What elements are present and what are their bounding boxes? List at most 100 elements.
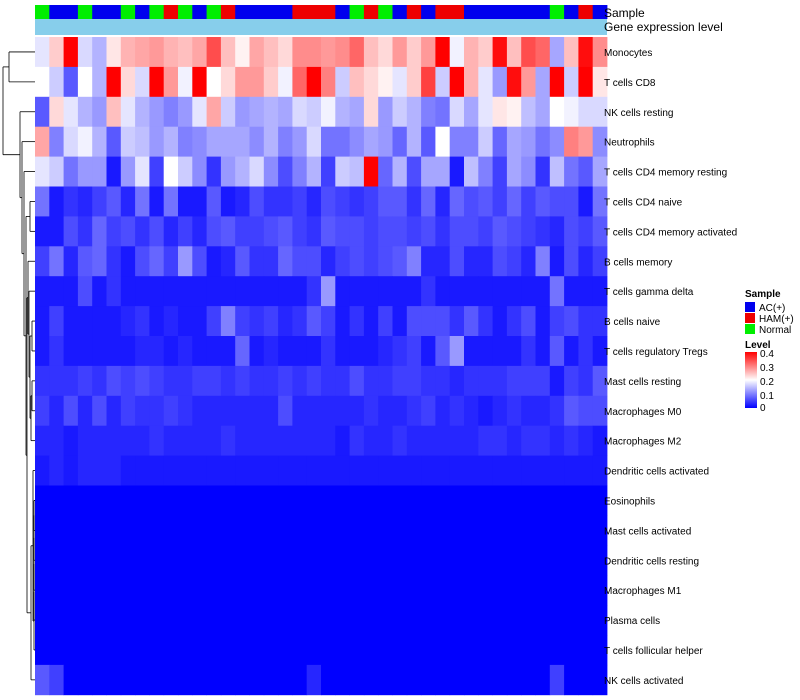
heatmap-cell (535, 37, 551, 68)
heatmap-cell (306, 545, 322, 576)
heatmap-cell (521, 664, 536, 696)
heatmap-cell (506, 425, 522, 456)
heatmap-cell (392, 485, 408, 516)
heatmap-cell (135, 216, 150, 247)
heatmap-cell (263, 635, 279, 666)
heatmap-cell (306, 455, 322, 486)
heatmap-cell (206, 455, 222, 486)
heatmap-cell (278, 455, 293, 486)
heatmap-cell (135, 276, 150, 307)
heatmap-cell (363, 395, 379, 427)
heatmap-cell (449, 455, 465, 486)
heatmap-cell (549, 485, 565, 516)
heatmap-cell (464, 545, 479, 576)
heatmap-cell (35, 485, 50, 516)
heatmap-cell (464, 216, 479, 247)
heatmap-cell (592, 156, 608, 187)
heatmap-cell (549, 306, 565, 337)
heatmap-cell (278, 365, 293, 397)
heatmap-cell (278, 156, 293, 187)
heatmap-cell (178, 425, 193, 456)
heatmap-cell (192, 425, 207, 456)
heatmap-cell (120, 156, 136, 187)
heatmap-cell (492, 515, 508, 546)
heatmap-cell (335, 66, 350, 98)
sample-cell (492, 5, 508, 19)
heatmap-cell (49, 664, 64, 696)
heatmap-cell (506, 515, 522, 546)
heatmap-cell (178, 485, 193, 516)
heatmap-cell (206, 635, 222, 666)
heatmap-cell (578, 635, 594, 666)
heatmap-cell (321, 425, 336, 456)
heatmap-cell (106, 37, 122, 68)
heatmap-cell (335, 485, 350, 516)
heatmap-cell (220, 664, 236, 696)
heatmap-cell (306, 216, 322, 247)
heatmap-cell (278, 635, 293, 666)
sample-cell (521, 5, 536, 19)
heatmap-cell (220, 126, 236, 157)
heatmap-cell (149, 186, 165, 217)
heatmap-cell (464, 186, 479, 217)
heatmap-cell (506, 575, 522, 606)
heatmap-cell (235, 575, 250, 606)
heatmap-cell (35, 635, 50, 666)
heatmap-cell (578, 485, 594, 516)
heatmap-cell (478, 37, 493, 68)
heatmap-cell (92, 635, 107, 666)
heatmap-cell (564, 605, 579, 636)
heatmap-cell (449, 186, 465, 217)
heatmap-cell (278, 246, 293, 277)
heatmap-cell (249, 126, 265, 157)
heatmap-cell (120, 336, 136, 367)
heatmap-cell (521, 635, 536, 666)
heatmap-cell (564, 66, 579, 98)
heatmap-cell (449, 37, 465, 68)
heatmap-cell (349, 156, 365, 187)
row-label: T cells CD4 memory activated (604, 227, 737, 238)
heatmap-cell (421, 515, 436, 546)
heatmap-cell (492, 605, 508, 636)
heatmap-cell (306, 515, 322, 546)
heatmap-cell (535, 664, 551, 696)
heatmap-cell (263, 336, 279, 367)
heatmap-cell (292, 186, 308, 217)
heatmap-cell (63, 455, 79, 486)
sample-cell (506, 5, 522, 19)
heatmap-cell (263, 276, 279, 307)
legend-label-normal: Normal (759, 325, 791, 336)
heatmap-cell (435, 605, 451, 636)
heatmap-cell (206, 395, 222, 427)
heatmap-cell (521, 575, 536, 606)
heatmap-cell (192, 246, 207, 277)
heatmap-cell (235, 365, 250, 397)
heatmap-cell (135, 635, 150, 666)
heatmap-cell (163, 156, 179, 187)
heatmap-cell (421, 96, 436, 128)
heatmap-cell (521, 605, 536, 636)
heatmap-cell (92, 126, 107, 157)
heatmap-cell (249, 545, 265, 576)
sample-cell (549, 5, 565, 19)
heatmap-cell (77, 575, 93, 606)
heatmap-cell (335, 605, 350, 636)
heatmap-cell (549, 66, 565, 98)
heatmap-cell (535, 455, 551, 486)
heatmap-cell (35, 336, 50, 367)
heatmap-cell (292, 605, 308, 636)
heatmap-cell (92, 306, 107, 337)
heatmap-cell (492, 66, 508, 98)
heatmap-cell (35, 575, 50, 606)
heatmap-cell (392, 216, 408, 247)
heatmap-cell (77, 395, 93, 427)
heatmap-cell (378, 66, 393, 98)
heatmap-cell (478, 664, 493, 696)
heatmap-cell (406, 156, 422, 187)
heatmap-cell (35, 425, 50, 456)
heatmap-cell (135, 365, 150, 397)
heatmap-cell (435, 216, 451, 247)
heatmap-cell (278, 395, 293, 427)
heatmap-cell (206, 276, 222, 307)
heatmap-cell (535, 126, 551, 157)
